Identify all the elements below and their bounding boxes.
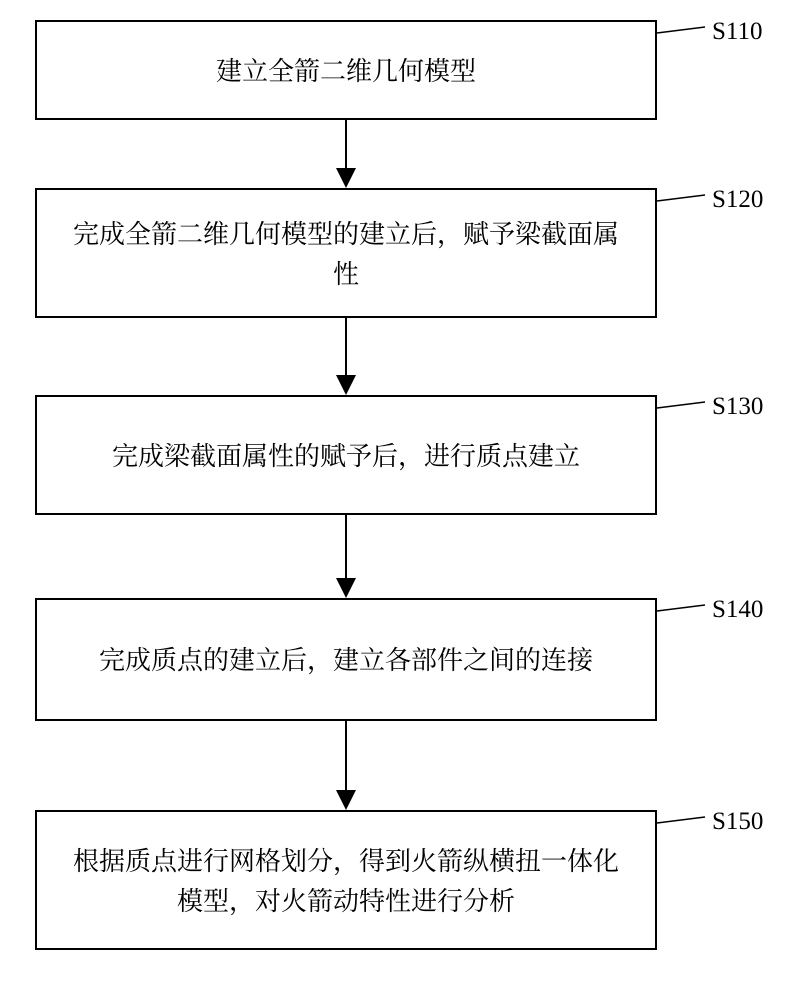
arrow-line [345, 721, 347, 790]
flow-step-s150: 根据质点进行网格划分，得到火箭纵横扭一体化模型，对火箭动特性进行分析 [35, 810, 657, 950]
step-label-s110: S110 [712, 18, 762, 46]
flow-step-text: 根据质点进行网格划分，得到火箭纵横扭一体化模型，对火箭动特性进行分析 [65, 840, 627, 921]
flow-step-text: 完成全箭二维几何模型的建立后，赋予梁截面属性 [65, 213, 627, 294]
flow-step-s120: 完成全箭二维几何模型的建立后，赋予梁截面属性 [35, 188, 657, 318]
flow-step-s110: 建立全箭二维几何模型 [35, 20, 657, 120]
step-label-s120: S120 [712, 186, 763, 214]
arrow-head [336, 375, 356, 395]
flow-step-s130: 完成梁截面属性的赋予后，进行质点建立 [35, 395, 657, 515]
arrow-head [336, 790, 356, 810]
step-label-s150: S150 [712, 808, 763, 836]
flowchart-canvas: 建立全箭二维几何模型 S110 完成全箭二维几何模型的建立后，赋予梁截面属性 S120… [0, 0, 797, 1000]
arrow-line [345, 120, 347, 168]
flow-step-text: 建立全箭二维几何模型 [216, 50, 476, 90]
flow-step-text: 完成质点的建立后，建立各部件之间的连接 [99, 639, 593, 679]
arrow-line [345, 318, 347, 375]
arrow-head [336, 168, 356, 188]
flow-step-text: 完成梁截面属性的赋予后，进行质点建立 [112, 435, 580, 475]
step-label-s130: S130 [712, 393, 763, 421]
flow-step-s140: 完成质点的建立后，建立各部件之间的连接 [35, 598, 657, 721]
step-label-s140: S140 [712, 596, 763, 624]
arrow-line [345, 515, 347, 578]
arrow-head [336, 578, 356, 598]
